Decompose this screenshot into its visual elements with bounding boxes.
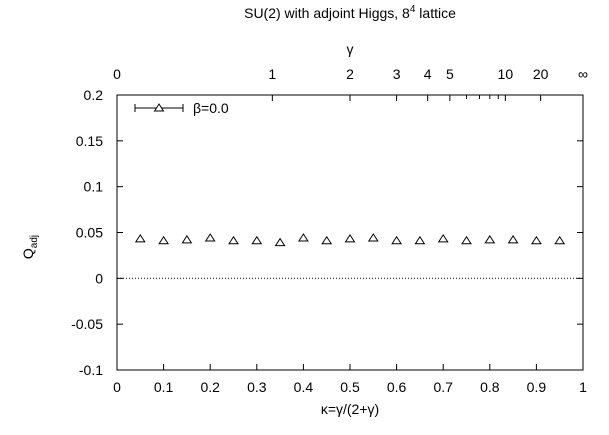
x-tick-label: 1	[579, 379, 587, 395]
y-axis: -0.1 -0.05 0 0.05 0.1 0.15 0.2	[71, 87, 583, 378]
data-point	[530, 235, 542, 245]
x-tick-label: 0.2	[200, 379, 220, 395]
data-point	[158, 235, 170, 245]
data-point	[344, 233, 356, 243]
chart-title-superscript: 4	[410, 4, 416, 15]
data-point	[414, 235, 426, 245]
chart-title: SU(2) with adjoint Higgs, 84 lattice	[244, 4, 456, 21]
top-tick-label: 3	[393, 66, 401, 82]
top-tick-label: 20	[533, 66, 549, 82]
y-axis-label: Qadj	[20, 235, 40, 259]
y-tick-label: 0.05	[76, 225, 103, 241]
top-axis-label: γ	[347, 41, 354, 57]
top-tick-label: 1	[268, 66, 276, 82]
x-tick-label: 0.8	[480, 379, 500, 395]
x-tick-label: 0.5	[340, 379, 360, 395]
data-point	[437, 233, 449, 243]
top-tick-label: ∞	[578, 66, 588, 82]
data-point	[461, 235, 472, 245]
data-point	[297, 233, 309, 242]
y-tick-label: -0.1	[79, 362, 103, 378]
y-axis-label-subscript: adj	[29, 235, 40, 248]
data-point	[181, 234, 193, 244]
y-tick-label: 0.1	[84, 179, 104, 195]
top-tick-label: 10	[498, 66, 514, 82]
data-point	[391, 235, 403, 245]
x-tick-label: 0.1	[154, 379, 174, 395]
y-tick-label: 0.2	[84, 87, 104, 103]
y-tick-label: 0.15	[76, 133, 103, 149]
data-point	[204, 233, 216, 242]
legend-triangle-marker	[153, 103, 165, 112]
x-axis: 0 0.1 0.2 0.3 0.4 0.5 0.6 0.7 0.8 0.9 1	[113, 364, 587, 395]
top-tick-label: 4	[424, 66, 432, 82]
x-tick-label: 0.6	[387, 379, 407, 395]
x-tick-label: 0.7	[433, 379, 453, 395]
x-axis-label: κ=γ/(2+γ)	[321, 401, 379, 417]
x-tick-label: 0.9	[527, 379, 547, 395]
data-point	[554, 235, 566, 245]
top-tick-label: 2	[346, 66, 354, 82]
data-point	[134, 233, 146, 243]
data-point	[321, 235, 333, 245]
data-point	[367, 233, 379, 242]
top-axis: 0 1 2 3 4 5 10 20 ∞	[113, 66, 588, 101]
data-point	[251, 235, 263, 245]
data-series	[134, 233, 566, 247]
top-tick-label: 0	[113, 66, 121, 82]
x-tick-label: 0	[113, 379, 121, 395]
x-tick-label: 0.4	[294, 379, 314, 395]
legend-label: β=0.0	[193, 100, 229, 116]
data-point	[274, 237, 286, 247]
data-point	[484, 234, 496, 244]
plot-frame	[116, 94, 584, 371]
y-tick-label: -0.05	[71, 316, 103, 332]
data-point	[228, 235, 239, 245]
legend: β=0.0	[134, 100, 229, 116]
x-tick-label: 0.3	[247, 379, 267, 395]
top-tick-label: 5	[446, 66, 454, 82]
data-point	[507, 234, 519, 244]
y-tick-label: 0	[95, 270, 103, 286]
